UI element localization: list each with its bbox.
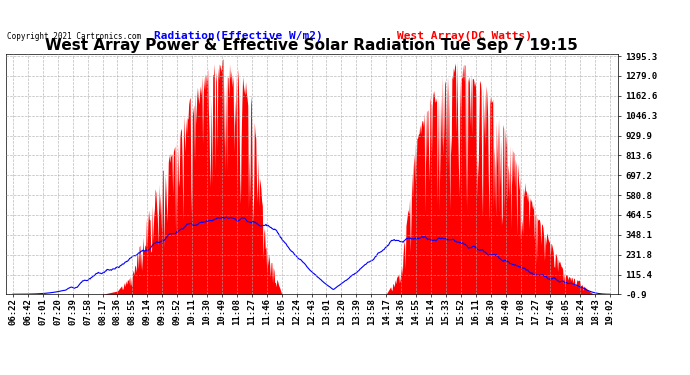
- Text: Radiation(Effective W/m2): Radiation(Effective W/m2): [154, 31, 322, 41]
- Text: Copyright 2021 Cartronics.com: Copyright 2021 Cartronics.com: [7, 32, 141, 41]
- Text: West Array(DC Watts): West Array(DC Watts): [397, 31, 532, 41]
- Title: West Array Power & Effective Solar Radiation Tue Sep 7 19:15: West Array Power & Effective Solar Radia…: [45, 38, 578, 53]
